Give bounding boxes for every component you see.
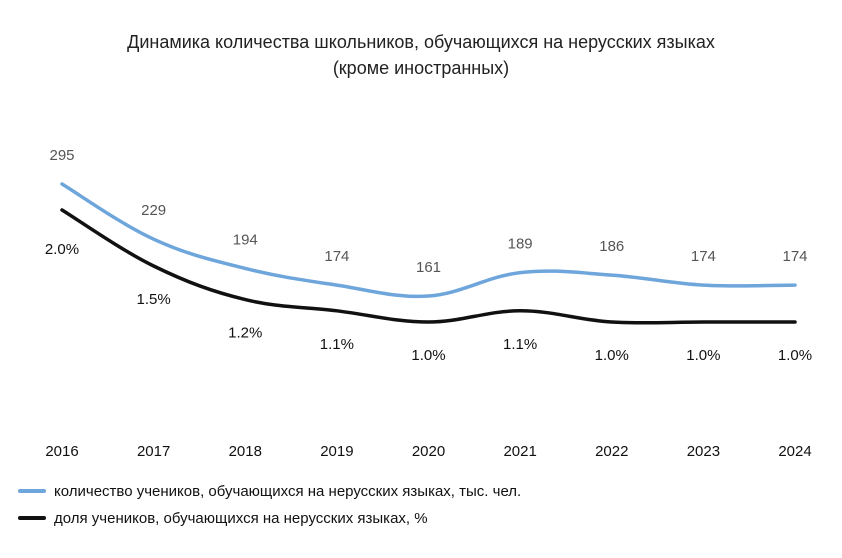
data-label-share-2021: 1.1% — [503, 336, 537, 353]
data-label-count-2022: 186 — [599, 238, 624, 255]
x-tick-label-2016: 2016 — [45, 443, 78, 460]
x-tick-label-2018: 2018 — [229, 443, 262, 460]
x-tick-label-2021: 2021 — [503, 443, 536, 460]
data-label-share-2018: 1.2% — [228, 325, 262, 342]
data-label-share-2024: 1.0% — [778, 347, 812, 364]
data-label-count-2021: 189 — [508, 236, 533, 253]
data-label-count-2018: 194 — [233, 231, 258, 248]
data-label-count-2019: 174 — [324, 248, 349, 265]
x-tick-label-2019: 2019 — [320, 443, 353, 460]
series-line-students-count — [60, 182, 797, 299]
x-tick-label-2017: 2017 — [137, 443, 170, 460]
data-label-count-2020: 161 — [416, 259, 441, 276]
series-line-students-share — [60, 208, 797, 325]
x-tick-label-2022: 2022 — [595, 443, 628, 460]
data-label-share-2022: 1.0% — [595, 347, 629, 364]
data-label-share-2017: 1.5% — [137, 291, 171, 308]
x-axis-ticks: 2016 2017 2018 2019 2020 2021 2022 2023 2024 — [45, 443, 811, 460]
series-group — [60, 182, 797, 325]
data-label-share-2016: 2.0% — [45, 241, 79, 258]
legend: количество учеников, обучающихся на неру… — [18, 483, 521, 527]
legend-label-black: доля учеников, обучающихся на нерусских … — [54, 510, 428, 527]
data-label-count-2016: 295 — [49, 147, 74, 164]
chart-title-line-2: (кроме иностранных) — [333, 58, 509, 78]
data-label-share-2020: 1.0% — [411, 347, 445, 364]
data-label-share-2023: 1.0% — [686, 347, 720, 364]
data-label-count-2023: 174 — [691, 248, 716, 265]
data-labels-group: 295 229 194 174 161 189 186 174 174 2.0% 1.5% 1.2% 1… — [45, 147, 812, 364]
legend-label-blue: количество учеников, обучающихся на неру… — [54, 483, 521, 500]
x-tick-label-2020: 2020 — [412, 443, 445, 460]
data-label-share-2019: 1.1% — [320, 336, 354, 353]
data-label-count-2024: 174 — [782, 248, 807, 265]
chart-title-line-1: Динамика количества школьников, обучающи… — [127, 32, 715, 52]
data-label-count-2017: 229 — [141, 202, 166, 219]
x-tick-label-2023: 2023 — [687, 443, 720, 460]
x-tick-label-2024: 2024 — [778, 443, 811, 460]
